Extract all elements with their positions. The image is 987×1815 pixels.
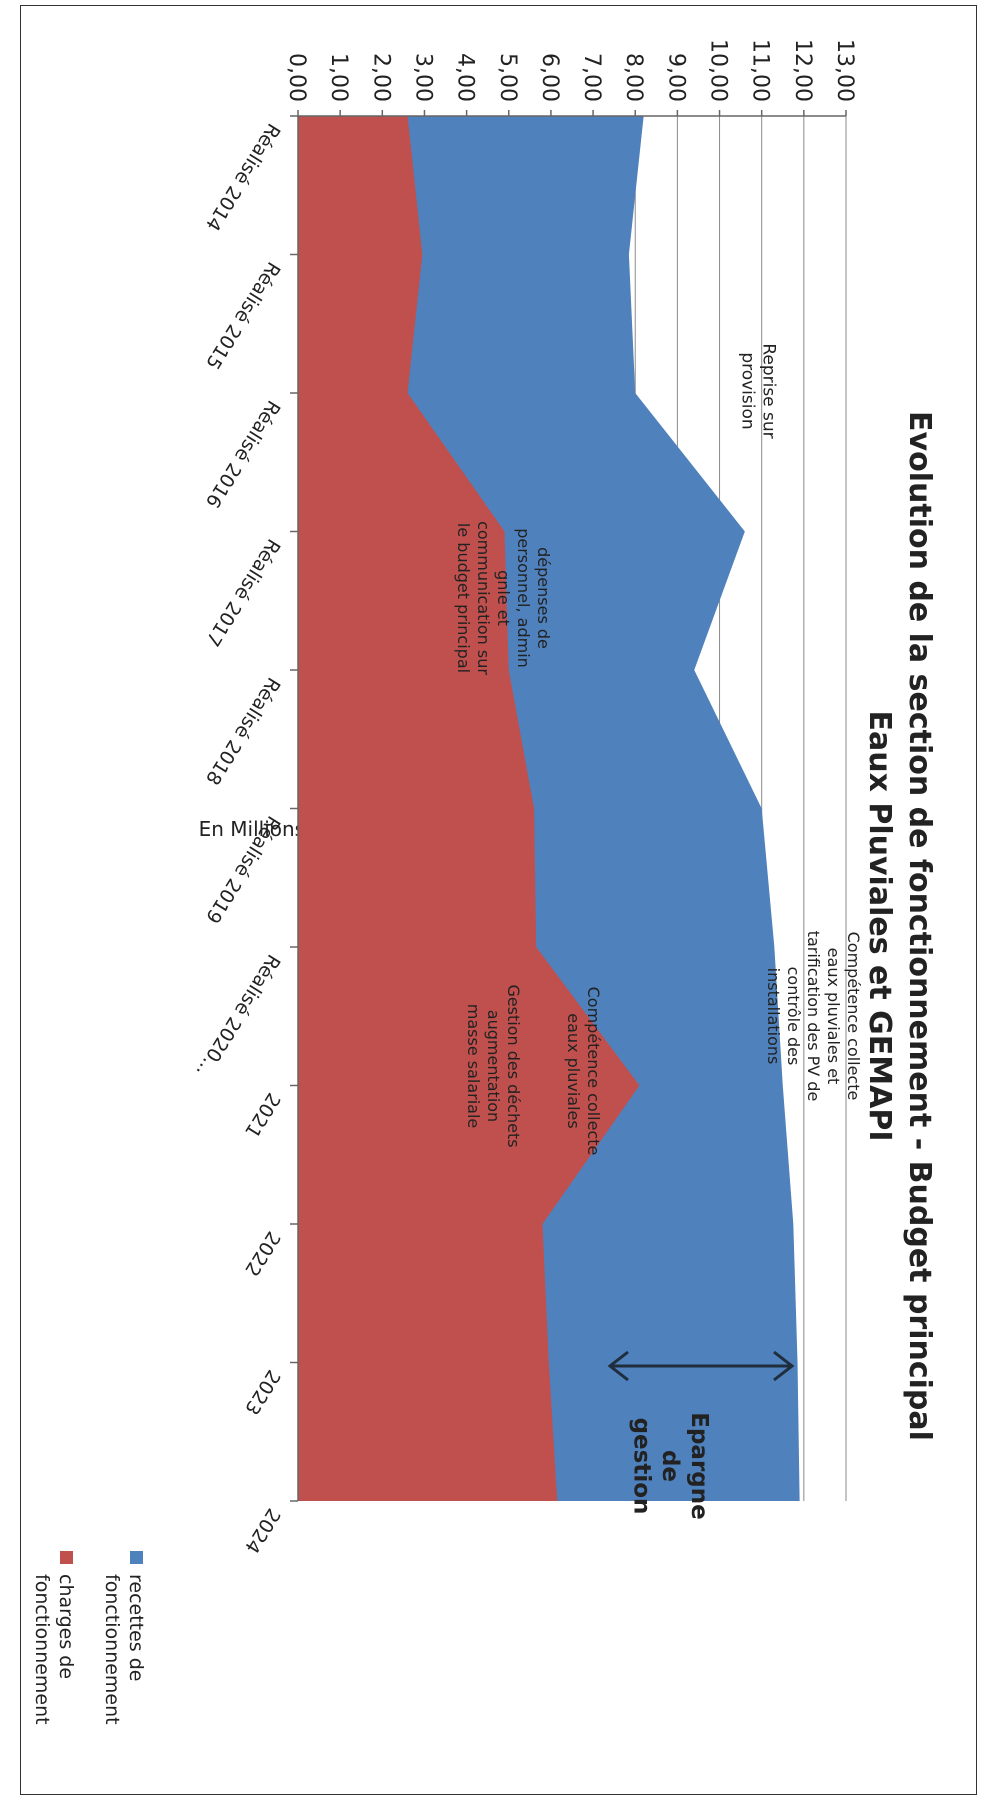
- epargne-arrow: [607, 1350, 795, 1382]
- y-tick-label: 7,00: [579, 53, 604, 102]
- annotation-competence-top-line: contrôle des: [784, 967, 803, 1066]
- chart-title-line-2: Eaux Pluviales et GEMAPI: [862, 710, 897, 1141]
- x-tick-label: Réalisé 2020...: [191, 950, 284, 1081]
- y-tick-label: 2,00: [368, 53, 393, 102]
- x-tick-label: Réalisé 2016: [201, 396, 284, 511]
- chart: Evolution de la section de fonctionnemen…: [31, 39, 937, 1725]
- annotation-competence-top-line: installations: [764, 968, 783, 1065]
- y-tick-label: 1,00: [326, 53, 351, 102]
- annotation-epargne-line: Epargne: [686, 1412, 712, 1519]
- axes: [290, 110, 847, 1502]
- area-charges: [298, 116, 640, 1501]
- x-tick-label: 2022: [240, 1227, 284, 1280]
- area-series: [298, 116, 800, 1501]
- annotation-depenses-line: le budget principal: [454, 523, 473, 673]
- legend-label: fonctionnement: [31, 1574, 53, 1725]
- chart-frame: Evolution de la section de fonctionnemen…: [20, 5, 977, 1795]
- annotation-depenses-line: personnel, admin: [514, 528, 533, 668]
- x-tick-label: Réalisé 2014: [201, 119, 284, 234]
- x-tick-label: 2023: [240, 1366, 284, 1419]
- y-tick-label: 9,00: [663, 53, 688, 102]
- y-tick-label: 5,00: [495, 53, 520, 102]
- annotation-competence-mid-line: eaux pluviales: [564, 1013, 583, 1128]
- annotation-competence-mid-line: Compétence collecte: [584, 987, 603, 1156]
- y-tick-label: 11,00: [748, 39, 773, 102]
- legend-swatch: [60, 1551, 73, 1564]
- annotation-epargne-line: gestion: [628, 1418, 654, 1515]
- y-tick-label: 3,00: [410, 53, 435, 102]
- y-tick-label: 13,00: [832, 39, 857, 102]
- y-tick-label: 6,00: [537, 53, 562, 102]
- y-tick-label: 12,00: [790, 39, 815, 102]
- legend-label: recettes de: [125, 1574, 147, 1682]
- annotation-depenses-line: communication sur: [474, 521, 493, 675]
- annotation-gestion-line: augmentation: [484, 1010, 503, 1122]
- x-tick-label: Réalisé 2015: [201, 258, 284, 373]
- x-tick-label: 2021: [240, 1089, 284, 1142]
- x-tick-label: 2024: [240, 1504, 284, 1557]
- annotation-reprise-line: provision: [737, 352, 757, 429]
- x-tick-label: Réalisé 2017: [201, 535, 284, 650]
- y-tick-labels: 13,00 12,00 11,00 10,00 9,00 8,00 7,00 6,00 5,00…: [284, 39, 857, 102]
- legend-label: charges de: [55, 1574, 77, 1679]
- y-tick-label: 4,00: [453, 53, 478, 102]
- y-tick-label: 0,00: [284, 53, 309, 102]
- x-tick-label: Réalisé 2018: [201, 673, 284, 788]
- annotation-competence-top-line: tarification des PV de: [804, 931, 823, 1102]
- chart-title-line-1: Evolution de la section de fonctionnemen…: [902, 411, 937, 1441]
- annotation-epargne-line: de: [657, 1450, 683, 1482]
- annotation-competence-top-line: eaux pluviales et: [824, 948, 843, 1085]
- annotation-gestion-line: Gestion des déchets: [504, 984, 523, 1147]
- legend-swatch: [130, 1551, 143, 1564]
- y-tick-label: 10,00: [706, 39, 731, 102]
- annotation-gestion-line: masse salariale: [464, 1004, 483, 1129]
- annotation-reprise-line: Reprise sur: [759, 343, 779, 438]
- annotation-competence-top-line: Compétence collecte: [844, 932, 863, 1101]
- annotation-depenses-line: gnle et: [494, 570, 513, 626]
- legend-label: fonctionnement: [101, 1574, 123, 1725]
- y-tick-label: 8,00: [621, 53, 646, 102]
- annotation-depenses-line: dépenses de: [534, 547, 553, 649]
